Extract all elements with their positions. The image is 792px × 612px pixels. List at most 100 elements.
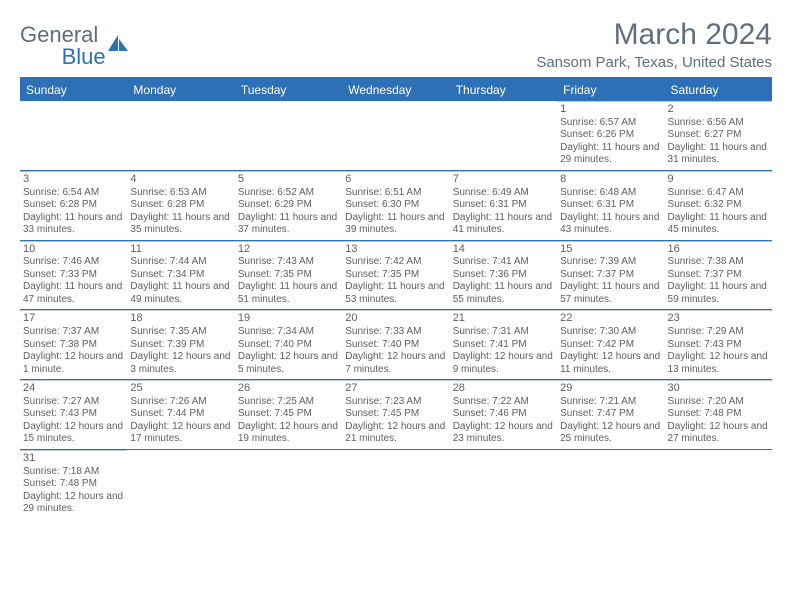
day-cell xyxy=(235,101,342,170)
sunrise-text: Sunrise: 7:35 AM xyxy=(130,326,231,339)
sunset-text: Sunset: 6:28 PM xyxy=(130,199,231,212)
day-cell xyxy=(127,450,234,519)
sunrise-text: Sunrise: 6:48 AM xyxy=(560,187,661,200)
day-cell xyxy=(665,450,772,519)
day-cell: 21Sunrise: 7:31 AMSunset: 7:41 PMDayligh… xyxy=(450,310,557,379)
day-cell: 16Sunrise: 7:38 AMSunset: 7:37 PMDayligh… xyxy=(665,241,772,310)
day-number: 19 xyxy=(238,312,339,326)
week-row: 10Sunrise: 7:46 AMSunset: 7:33 PMDayligh… xyxy=(20,241,772,311)
daylight-text: Daylight: 12 hours and 1 minute. xyxy=(23,351,124,376)
day-cell: 27Sunrise: 7:23 AMSunset: 7:45 PMDayligh… xyxy=(342,380,449,449)
sunset-text: Sunset: 7:44 PM xyxy=(130,408,231,421)
sunrise-text: Sunrise: 7:31 AM xyxy=(453,326,554,339)
sunrise-text: Sunrise: 7:39 AM xyxy=(560,256,661,269)
sunset-text: Sunset: 6:30 PM xyxy=(345,199,446,212)
sunrise-text: Sunrise: 6:53 AM xyxy=(130,187,231,200)
sunrise-text: Sunrise: 7:27 AM xyxy=(23,396,124,409)
daylight-text: Daylight: 12 hours and 5 minutes. xyxy=(238,351,339,376)
daylight-text: Daylight: 12 hours and 19 minutes. xyxy=(238,421,339,446)
sunset-text: Sunset: 7:37 PM xyxy=(668,269,769,282)
week-row: 1Sunrise: 6:57 AMSunset: 6:26 PMDaylight… xyxy=(20,101,772,171)
sunset-text: Sunset: 6:32 PM xyxy=(668,199,769,212)
sunrise-text: Sunrise: 6:56 AM xyxy=(668,117,769,130)
day-number: 18 xyxy=(130,312,231,326)
day-header: Saturday xyxy=(665,79,772,101)
day-number: 2 xyxy=(668,103,769,117)
sunrise-text: Sunrise: 7:22 AM xyxy=(453,396,554,409)
day-number: 11 xyxy=(130,243,231,257)
sunrise-text: Sunrise: 6:47 AM xyxy=(668,187,769,200)
daylight-text: Daylight: 11 hours and 41 minutes. xyxy=(453,212,554,237)
day-cell: 13Sunrise: 7:42 AMSunset: 7:35 PMDayligh… xyxy=(342,241,449,310)
sunrise-text: Sunrise: 7:20 AM xyxy=(668,396,769,409)
weeks-container: 1Sunrise: 6:57 AMSunset: 6:26 PMDaylight… xyxy=(20,101,772,519)
sunset-text: Sunset: 6:31 PM xyxy=(560,199,661,212)
sunrise-text: Sunrise: 7:30 AM xyxy=(560,326,661,339)
day-cell: 3Sunrise: 6:54 AMSunset: 6:28 PMDaylight… xyxy=(20,171,127,240)
daylight-text: Daylight: 12 hours and 25 minutes. xyxy=(560,421,661,446)
sunset-text: Sunset: 7:39 PM xyxy=(130,339,231,352)
day-number: 20 xyxy=(345,312,446,326)
day-cell: 9Sunrise: 6:47 AMSunset: 6:32 PMDaylight… xyxy=(665,171,772,240)
sunrise-text: Sunrise: 7:21 AM xyxy=(560,396,661,409)
day-cell: 31Sunrise: 7:18 AMSunset: 7:48 PMDayligh… xyxy=(20,450,127,519)
sunrise-text: Sunrise: 7:34 AM xyxy=(238,326,339,339)
day-cell: 28Sunrise: 7:22 AMSunset: 7:46 PMDayligh… xyxy=(450,380,557,449)
day-number: 25 xyxy=(130,382,231,396)
daylight-text: Daylight: 11 hours and 49 minutes. xyxy=(130,281,231,306)
day-number: 23 xyxy=(668,312,769,326)
daylight-text: Daylight: 11 hours and 43 minutes. xyxy=(560,212,661,237)
daylight-text: Daylight: 11 hours and 35 minutes. xyxy=(130,212,231,237)
day-cell: 23Sunrise: 7:29 AMSunset: 7:43 PMDayligh… xyxy=(665,310,772,379)
day-cell xyxy=(127,101,234,170)
sunset-text: Sunset: 7:43 PM xyxy=(23,408,124,421)
daylight-text: Daylight: 12 hours and 13 minutes. xyxy=(668,351,769,376)
daylight-text: Daylight: 11 hours and 59 minutes. xyxy=(668,281,769,306)
daylight-text: Daylight: 12 hours and 11 minutes. xyxy=(560,351,661,376)
day-cell: 8Sunrise: 6:48 AMSunset: 6:31 PMDaylight… xyxy=(557,171,664,240)
daylight-text: Daylight: 12 hours and 29 minutes. xyxy=(23,491,124,516)
sunset-text: Sunset: 7:43 PM xyxy=(668,339,769,352)
day-cell: 22Sunrise: 7:30 AMSunset: 7:42 PMDayligh… xyxy=(557,310,664,379)
sunrise-text: Sunrise: 6:49 AM xyxy=(453,187,554,200)
daylight-text: Daylight: 11 hours and 29 minutes. xyxy=(560,142,661,167)
sunrise-text: Sunrise: 7:37 AM xyxy=(23,326,124,339)
sunrise-text: Sunrise: 7:42 AM xyxy=(345,256,446,269)
day-cell: 5Sunrise: 6:52 AMSunset: 6:29 PMDaylight… xyxy=(235,171,342,240)
day-number: 16 xyxy=(668,243,769,257)
week-row: 24Sunrise: 7:27 AMSunset: 7:43 PMDayligh… xyxy=(20,380,772,450)
day-header: Friday xyxy=(557,79,664,101)
daylight-text: Daylight: 11 hours and 31 minutes. xyxy=(668,142,769,167)
daylight-text: Daylight: 12 hours and 9 minutes. xyxy=(453,351,554,376)
day-number: 12 xyxy=(238,243,339,257)
day-cell: 14Sunrise: 7:41 AMSunset: 7:36 PMDayligh… xyxy=(450,241,557,310)
day-cell: 25Sunrise: 7:26 AMSunset: 7:44 PMDayligh… xyxy=(127,380,234,449)
sunrise-text: Sunrise: 7:26 AM xyxy=(130,396,231,409)
sunset-text: Sunset: 7:48 PM xyxy=(23,478,124,491)
daylight-text: Daylight: 12 hours and 7 minutes. xyxy=(345,351,446,376)
day-cell: 24Sunrise: 7:27 AMSunset: 7:43 PMDayligh… xyxy=(20,380,127,449)
sunrise-text: Sunrise: 6:57 AM xyxy=(560,117,661,130)
sunset-text: Sunset: 6:28 PM xyxy=(23,199,124,212)
sunset-text: Sunset: 7:36 PM xyxy=(453,269,554,282)
day-number: 21 xyxy=(453,312,554,326)
day-cell: 30Sunrise: 7:20 AMSunset: 7:48 PMDayligh… xyxy=(665,380,772,449)
sunrise-text: Sunrise: 7:18 AM xyxy=(23,466,124,479)
day-number: 27 xyxy=(345,382,446,396)
day-cell xyxy=(342,450,449,519)
day-cell: 4Sunrise: 6:53 AMSunset: 6:28 PMDaylight… xyxy=(127,171,234,240)
sunset-text: Sunset: 6:31 PM xyxy=(453,199,554,212)
day-cell: 11Sunrise: 7:44 AMSunset: 7:34 PMDayligh… xyxy=(127,241,234,310)
daylight-text: Daylight: 12 hours and 23 minutes. xyxy=(453,421,554,446)
sunrise-text: Sunrise: 6:51 AM xyxy=(345,187,446,200)
day-cell xyxy=(235,450,342,519)
logo-text: General GenBlue xyxy=(20,24,106,68)
day-cell: 1Sunrise: 6:57 AMSunset: 6:26 PMDaylight… xyxy=(557,101,664,170)
week-row: 3Sunrise: 6:54 AMSunset: 6:28 PMDaylight… xyxy=(20,171,772,241)
sunset-text: Sunset: 7:35 PM xyxy=(345,269,446,282)
sunset-text: Sunset: 6:27 PM xyxy=(668,129,769,142)
daylight-text: Daylight: 11 hours and 47 minutes. xyxy=(23,281,124,306)
day-cell: 2Sunrise: 6:56 AMSunset: 6:27 PMDaylight… xyxy=(665,101,772,170)
sunset-text: Sunset: 6:26 PM xyxy=(560,129,661,142)
sunset-text: Sunset: 7:41 PM xyxy=(453,339,554,352)
